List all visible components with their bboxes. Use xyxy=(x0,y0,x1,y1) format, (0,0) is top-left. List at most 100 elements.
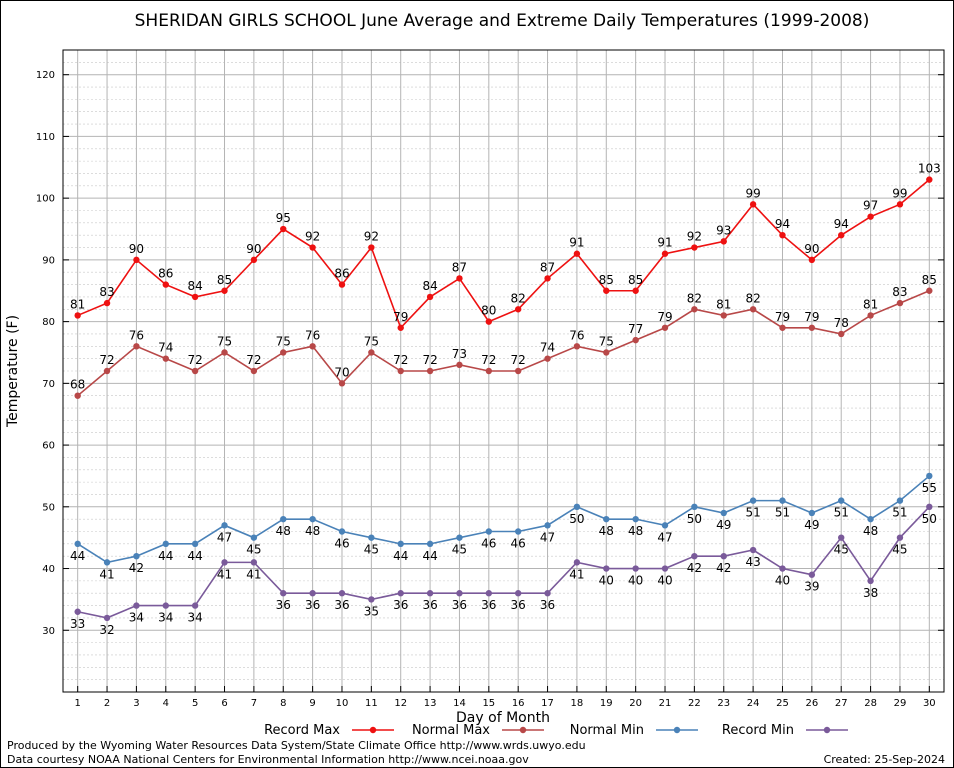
data-point xyxy=(838,330,845,338)
data-point xyxy=(926,503,933,511)
data-point xyxy=(426,590,434,597)
series-record-max: 81 83 90 86 84 85 90 95 92 86 92 79 84 87 80 82 87 91 85 85… xyxy=(70,162,941,331)
data-label: 95 xyxy=(276,211,291,225)
x-tick-label: 24 xyxy=(747,698,760,709)
data-label: 46 xyxy=(481,537,496,551)
data-point xyxy=(162,540,169,548)
data-label: 44 xyxy=(422,549,437,563)
x-tick-label: 25 xyxy=(776,698,789,709)
data-point xyxy=(162,355,169,362)
data-point xyxy=(514,306,522,313)
data-label: 72 xyxy=(422,353,437,367)
data-point xyxy=(603,349,610,356)
legend-marker xyxy=(823,726,831,734)
data-label: 92 xyxy=(364,230,379,244)
data-label: 92 xyxy=(687,230,702,244)
data-label: 45 xyxy=(246,543,261,557)
data-label: 91 xyxy=(657,236,672,250)
legend: Record Max Normal Max Normal Min Record Min xyxy=(264,723,848,738)
data-label: 72 xyxy=(246,353,261,367)
data-label: 48 xyxy=(305,524,320,538)
data-label: 36 xyxy=(511,598,526,612)
series-record-min: 33 32 34 34 34 41 41 36 36 36 35 36 36 36 36 36 36 41 40 40… xyxy=(70,503,937,637)
data-point xyxy=(838,231,845,239)
data-point xyxy=(133,602,140,609)
data-point xyxy=(632,565,639,572)
major-gridlines xyxy=(63,50,944,692)
data-point xyxy=(280,590,287,597)
data-point xyxy=(749,201,757,208)
data-point xyxy=(896,299,904,307)
data-label: 51 xyxy=(775,506,790,520)
data-point xyxy=(485,367,493,375)
y-tick-label: 110 xyxy=(36,132,55,143)
series-normal-max: 68 72 76 74 72 75 72 75 76 70 75 72 72 73 72 72 74 76 75 77… xyxy=(70,273,937,399)
data-label: 75 xyxy=(599,334,614,348)
x-tick-label: 13 xyxy=(424,698,437,709)
data-point xyxy=(838,497,845,504)
footer-producer: Produced by the Wyoming Water Resources … xyxy=(7,739,586,752)
data-label: 85 xyxy=(217,273,232,287)
data-point xyxy=(544,275,551,282)
data-point xyxy=(485,590,493,597)
data-label: 90 xyxy=(129,242,144,256)
data-point xyxy=(691,306,698,313)
data-point xyxy=(514,590,522,597)
data-point xyxy=(867,515,874,523)
data-point xyxy=(485,318,493,325)
footer-data-source: Data courtesy NOAA National Centers for … xyxy=(7,753,529,766)
data-label: 79 xyxy=(393,310,408,324)
data-label: 85 xyxy=(628,273,643,287)
data-point xyxy=(338,281,346,288)
data-point xyxy=(74,312,81,319)
data-point xyxy=(632,336,639,344)
data-label: 38 xyxy=(863,586,878,600)
data-label: 74 xyxy=(158,341,173,355)
data-label: 75 xyxy=(364,334,379,348)
data-label: 51 xyxy=(745,506,760,520)
data-label: 41 xyxy=(246,567,261,581)
data-label: 91 xyxy=(569,236,584,250)
legend-label: Normal Max xyxy=(412,723,490,738)
data-label: 75 xyxy=(276,334,291,348)
data-point xyxy=(338,380,346,387)
data-label: 86 xyxy=(334,267,349,281)
data-label: 72 xyxy=(188,353,203,367)
data-label: 72 xyxy=(99,353,114,367)
data-point xyxy=(426,367,434,375)
data-point xyxy=(426,293,434,301)
data-point xyxy=(808,256,816,264)
data-point xyxy=(250,367,258,375)
data-label: 94 xyxy=(775,217,790,231)
data-label: 48 xyxy=(276,524,291,538)
data-label: 51 xyxy=(834,506,849,520)
data-point xyxy=(926,472,933,480)
data-label: 49 xyxy=(804,518,819,532)
x-tick-label: 14 xyxy=(453,698,466,709)
data-point xyxy=(544,522,551,529)
data-point xyxy=(191,602,199,609)
data-point xyxy=(632,515,639,523)
data-point xyxy=(74,540,81,548)
data-point xyxy=(661,522,669,529)
data-point xyxy=(661,324,669,331)
data-label: 80 xyxy=(481,304,496,318)
series-layer: 81 83 90 86 84 85 90 95 92 86 92 79 84 87 80 82 87 91 85 85… xyxy=(70,162,941,637)
data-label: 85 xyxy=(599,273,614,287)
data-label: 50 xyxy=(569,512,584,526)
data-point xyxy=(397,367,404,375)
data-point xyxy=(514,528,522,535)
data-point xyxy=(103,559,111,566)
footer-created-date: Created: 25-Sep-2024 xyxy=(824,753,945,766)
data-label: 36 xyxy=(452,598,467,612)
series-line xyxy=(77,290,930,397)
data-label: 41 xyxy=(99,567,114,581)
data-point xyxy=(632,287,639,294)
data-point xyxy=(779,497,786,504)
data-point xyxy=(896,201,904,208)
x-tick-label: 9 xyxy=(309,698,315,709)
data-point xyxy=(338,528,346,535)
data-point xyxy=(221,559,228,566)
